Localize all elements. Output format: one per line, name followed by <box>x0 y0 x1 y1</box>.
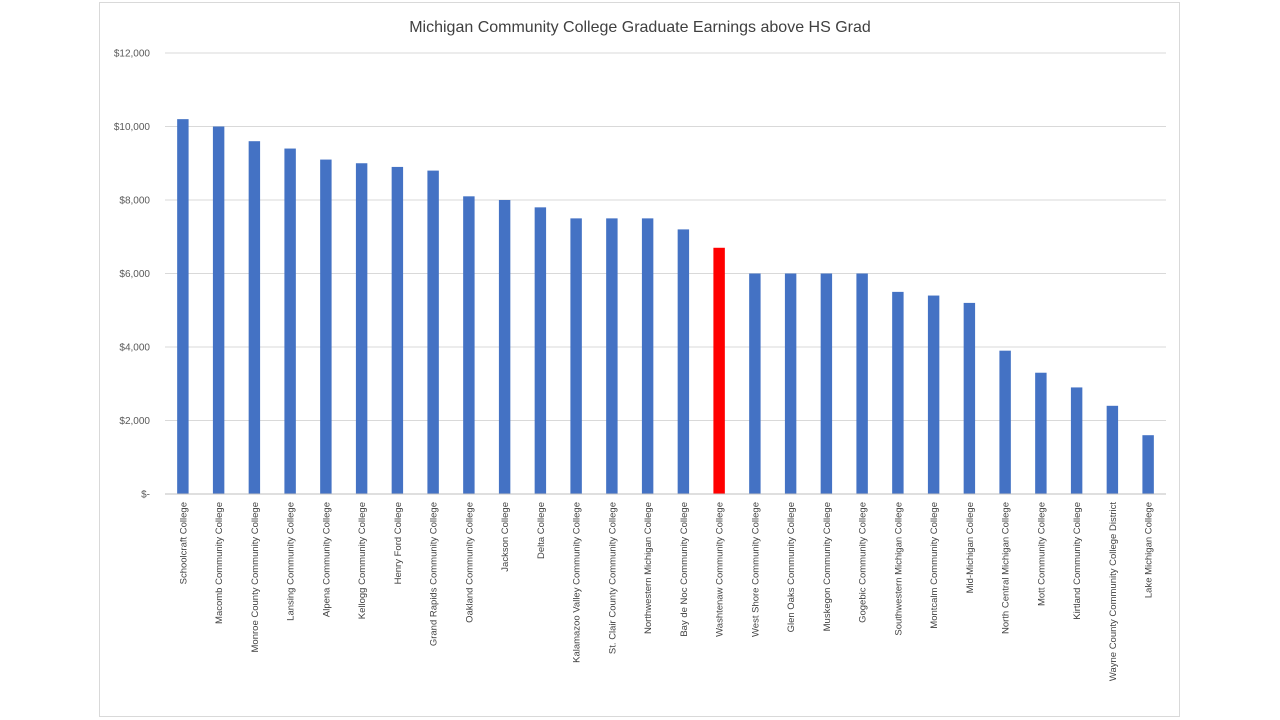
x-tick-label: Muskegon Community College <box>822 502 833 631</box>
bar <box>999 350 1011 494</box>
bar <box>320 159 332 494</box>
bar <box>355 163 368 494</box>
x-tick-label: North Central Michigan College <box>1001 502 1012 634</box>
x-tick-label: Kellogg Community College <box>357 502 368 619</box>
x-tick-label: Southwestern Michigan College <box>893 502 904 636</box>
gridlines <box>165 52 1166 421</box>
y-tick-label: $8,000 <box>119 196 150 207</box>
chart-svg: Michigan Community College Graduate Earn… <box>114 19 1166 682</box>
y-tick-label: $2,000 <box>119 416 150 427</box>
x-tick-label: Delta College <box>536 502 547 559</box>
x-tick-label: Glen Oaks Community College <box>786 502 797 632</box>
x-tick-label: Henry Ford College <box>393 502 404 584</box>
y-axis-tick-labels: $- $2,000 $4,000 $6,000 $8,000 $10,000 $12,000 <box>114 49 151 501</box>
bar <box>1070 387 1083 494</box>
x-tick-label: Lansing Community College <box>286 502 297 621</box>
bars <box>177 119 1154 495</box>
bar <box>927 295 940 494</box>
y-tick-label: $10,000 <box>114 122 151 133</box>
bar <box>212 126 225 494</box>
bar <box>641 218 654 494</box>
x-tick-label: Gogebic Community College <box>858 502 869 623</box>
bar <box>677 229 690 494</box>
x-tick-label: Lake Michigan College <box>1144 502 1155 598</box>
bar <box>463 196 475 494</box>
x-tick-label: Montcalm Community College <box>929 502 940 629</box>
chart-title: Michigan Community College Graduate Earn… <box>409 19 871 36</box>
y-tick-label: $4,000 <box>119 343 150 354</box>
x-tick-label: Monroe County Community College <box>250 502 261 652</box>
x-tick-label: St. Clair County Community College <box>607 502 618 654</box>
x-tick-label: Mott Community College <box>1036 502 1047 606</box>
x-tick-label: Kirtland Community College <box>1072 502 1083 620</box>
bar <box>892 291 904 494</box>
y-tick-label: $12,000 <box>114 49 151 60</box>
x-tick-label: Northwestern Michigan College <box>643 502 654 634</box>
x-tick-label: Schoolcraft College <box>178 502 189 584</box>
bar <box>391 166 404 495</box>
bar <box>570 218 582 494</box>
chart-frame: Michigan Community College Graduate Earn… <box>99 2 1180 717</box>
x-axis-tick-labels: Schoolcraft College Macomb Community Coll… <box>178 502 1154 682</box>
x-tick-label: Mid-Michigan College <box>965 502 976 593</box>
x-tick-label: Alpena Community College <box>321 502 332 617</box>
x-tick-label: Grand Rapids Community College <box>429 502 440 646</box>
x-tick-label: Wayne County Community College District <box>1108 502 1119 682</box>
bar <box>1035 372 1047 494</box>
bar <box>498 200 511 494</box>
bar <box>427 170 439 494</box>
x-tick-label: Jackson College <box>500 502 511 572</box>
bar <box>820 273 833 494</box>
y-tick-label: $- <box>141 490 150 501</box>
x-tick-label: Bay de Noc Community College <box>679 502 690 637</box>
x-tick-label: Washtenaw Community College <box>715 502 726 637</box>
bar <box>1106 405 1119 494</box>
bar <box>248 141 261 494</box>
bar <box>1142 435 1154 494</box>
x-tick-label: Macomb Community College <box>214 502 225 624</box>
y-tick-label: $6,000 <box>119 269 150 280</box>
x-tick-label: West Shore Community College <box>750 502 761 637</box>
x-tick-label: Kalamazoo Valley Community College <box>572 502 583 663</box>
bar <box>177 119 189 495</box>
x-tick-label: Oakland Community College <box>464 502 475 623</box>
bar <box>284 148 296 495</box>
bar <box>856 273 868 494</box>
bar <box>713 247 725 494</box>
bar <box>534 207 547 494</box>
bar <box>784 273 797 494</box>
bar <box>606 218 618 494</box>
bar <box>963 302 976 494</box>
bar <box>749 273 761 494</box>
